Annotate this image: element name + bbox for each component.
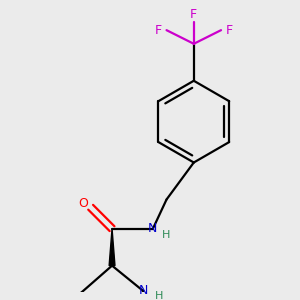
Text: N: N [139, 284, 148, 297]
Text: H: H [162, 230, 171, 239]
Text: N: N [148, 222, 158, 235]
Text: F: F [190, 8, 197, 21]
Text: O: O [78, 197, 88, 210]
Text: F: F [225, 24, 233, 37]
Polygon shape [109, 229, 115, 266]
Text: F: F [155, 24, 162, 37]
Text: H: H [154, 291, 163, 300]
